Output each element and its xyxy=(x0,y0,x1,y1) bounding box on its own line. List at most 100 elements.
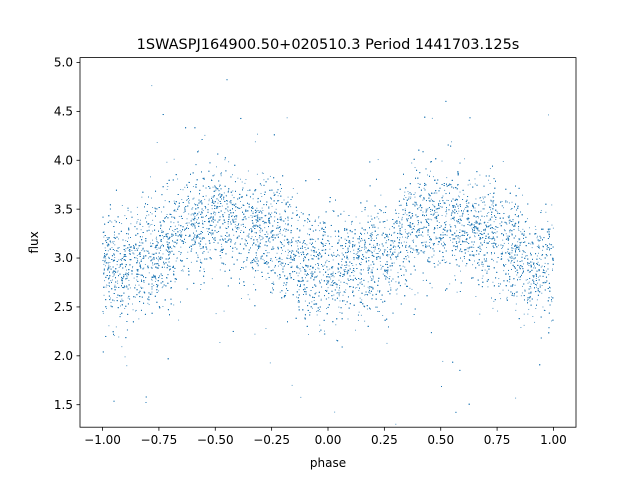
data-point xyxy=(348,270,350,272)
data-point xyxy=(294,254,296,256)
data-point xyxy=(538,244,540,246)
data-point xyxy=(228,233,230,235)
data-point xyxy=(152,219,154,221)
data-point xyxy=(417,248,419,250)
data-point xyxy=(517,241,519,243)
data-point xyxy=(404,195,405,197)
data-point xyxy=(435,218,437,220)
data-point xyxy=(118,267,120,268)
data-point xyxy=(524,289,526,291)
data-point xyxy=(313,277,315,279)
data-point xyxy=(429,261,431,263)
data-point xyxy=(413,249,415,251)
data-point xyxy=(542,249,544,251)
data-point xyxy=(318,253,320,255)
data-point xyxy=(198,150,199,152)
data-point xyxy=(235,242,237,244)
data-point xyxy=(523,324,525,326)
data-point xyxy=(476,232,478,234)
data-point xyxy=(291,256,292,258)
data-point xyxy=(316,275,318,277)
data-point xyxy=(435,236,437,238)
data-point xyxy=(344,238,346,240)
data-point xyxy=(524,252,526,253)
data-point xyxy=(337,267,339,269)
data-point xyxy=(433,205,435,207)
data-point xyxy=(257,214,259,216)
data-point xyxy=(215,224,217,226)
data-point xyxy=(271,205,273,207)
data-point xyxy=(377,310,379,312)
data-point xyxy=(151,223,153,225)
data-point xyxy=(255,261,257,263)
data-point xyxy=(384,227,386,229)
data-point xyxy=(145,250,147,252)
data-point xyxy=(505,233,507,235)
data-point xyxy=(405,244,407,246)
data-point xyxy=(253,207,254,209)
data-point xyxy=(253,242,255,244)
data-point xyxy=(272,230,274,232)
data-point xyxy=(343,300,345,302)
data-point xyxy=(204,134,206,136)
data-point xyxy=(283,285,285,286)
data-point xyxy=(514,266,515,268)
data-point xyxy=(329,268,331,270)
data-point xyxy=(509,252,511,254)
data-point xyxy=(475,198,477,200)
data-point xyxy=(151,279,153,281)
data-point xyxy=(430,211,432,212)
data-point xyxy=(108,256,110,258)
data-point xyxy=(263,260,265,262)
data-point xyxy=(459,215,461,217)
data-point xyxy=(363,246,365,248)
data-point xyxy=(345,271,347,273)
data-point xyxy=(399,221,401,222)
data-point xyxy=(445,215,447,217)
data-point xyxy=(223,192,225,194)
data-point xyxy=(220,172,222,174)
data-point xyxy=(227,210,229,212)
data-point xyxy=(118,247,120,248)
data-point xyxy=(211,234,212,236)
data-point xyxy=(395,246,397,248)
data-point xyxy=(188,199,190,201)
data-point xyxy=(201,200,203,201)
data-point xyxy=(507,289,509,291)
data-point xyxy=(289,242,291,244)
data-point xyxy=(491,253,493,255)
data-point xyxy=(156,239,158,241)
data-point xyxy=(308,228,310,230)
data-point xyxy=(316,310,318,312)
data-point xyxy=(241,181,243,183)
data-point xyxy=(530,283,532,285)
data-point xyxy=(277,225,279,227)
data-point xyxy=(296,242,298,244)
data-point xyxy=(460,270,461,272)
data-point xyxy=(130,223,132,225)
data-point xyxy=(498,278,500,280)
data-point xyxy=(297,219,299,221)
data-point xyxy=(491,238,492,240)
data-point xyxy=(211,208,213,210)
data-point xyxy=(152,258,154,260)
data-point xyxy=(139,254,141,256)
data-point xyxy=(382,273,384,275)
data-point xyxy=(454,205,456,207)
data-point xyxy=(113,234,115,236)
data-point xyxy=(115,326,117,328)
data-point xyxy=(447,229,449,231)
data-point xyxy=(329,248,331,250)
data-point xyxy=(459,191,461,193)
data-point xyxy=(534,225,536,227)
data-point xyxy=(186,226,188,228)
data-point xyxy=(240,229,242,231)
data-point xyxy=(191,239,192,241)
data-point xyxy=(298,272,300,274)
data-point xyxy=(474,209,476,211)
data-point xyxy=(141,236,143,238)
data-point xyxy=(180,235,182,237)
data-point xyxy=(416,204,418,206)
data-point xyxy=(245,266,247,268)
data-point xyxy=(429,218,431,220)
